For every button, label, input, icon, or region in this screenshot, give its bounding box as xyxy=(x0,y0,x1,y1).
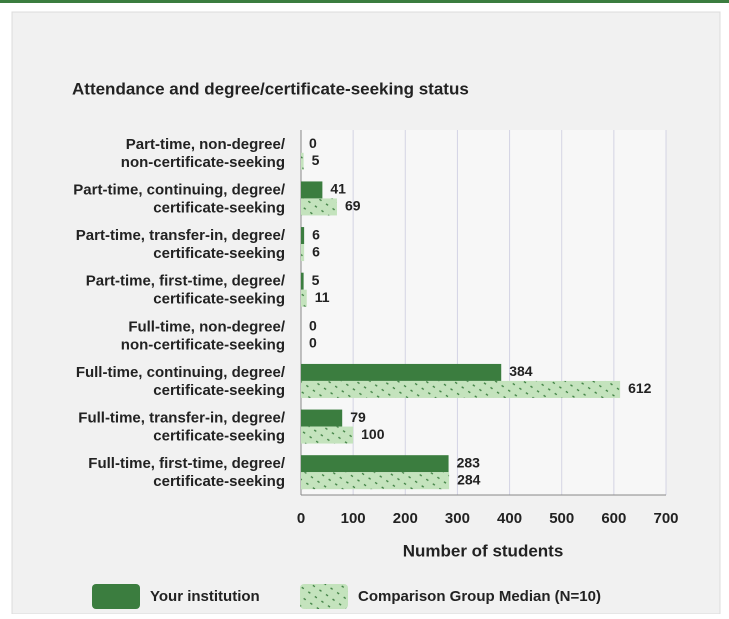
top-border xyxy=(0,0,729,3)
legend-label: Your institution xyxy=(150,588,260,605)
y-tick-label: Part-time, non-degree/ xyxy=(126,136,286,153)
bar xyxy=(301,227,305,245)
y-tick-label: non-certificate-seeking xyxy=(121,154,285,171)
value-label: 0 xyxy=(309,335,317,351)
x-tick-label: 100 xyxy=(341,510,366,527)
y-tick-label: Part-time, transfer-in, degree/ xyxy=(76,227,286,244)
y-tick-label: certificate-seeking xyxy=(153,428,285,445)
y-tick-label: certificate-seeking xyxy=(153,199,285,216)
x-axis-label: Number of students xyxy=(403,541,564,560)
value-label: 384 xyxy=(509,363,533,379)
bar xyxy=(301,472,450,490)
bar xyxy=(301,426,354,444)
value-label: 69 xyxy=(345,198,361,214)
bar xyxy=(301,380,621,398)
y-tick-label: non-certificate-seeking xyxy=(121,336,285,353)
bar xyxy=(301,409,343,427)
value-label: 11 xyxy=(315,289,330,305)
x-tick-label: 600 xyxy=(601,510,626,527)
legend-swatch xyxy=(92,584,140,609)
value-label: 6 xyxy=(312,226,320,242)
y-tick-label: certificate-seeking xyxy=(153,291,285,308)
value-label: 41 xyxy=(330,181,346,197)
x-tick-label: 400 xyxy=(497,510,522,527)
bar xyxy=(301,244,305,262)
legend-label: Comparison Group Median (N=10) xyxy=(358,588,601,605)
y-tick-label: Part-time, continuing, degree/ xyxy=(73,181,286,198)
y-tick-label: certificate-seeking xyxy=(153,473,285,490)
bar xyxy=(301,152,304,170)
value-label: 5 xyxy=(312,152,320,168)
x-tick-label: 200 xyxy=(393,510,418,527)
y-tick-label: Full-time, non-degree/ xyxy=(128,318,286,335)
value-label: 612 xyxy=(628,380,652,396)
value-label: 283 xyxy=(457,454,481,470)
y-tick-label: Full-time, first-time, degree/ xyxy=(88,455,286,472)
value-label: 79 xyxy=(350,409,366,425)
value-label: 0 xyxy=(309,318,317,334)
plot-area xyxy=(301,130,666,495)
legend-swatch xyxy=(300,584,348,609)
y-tick-label: Full-time, continuing, degree/ xyxy=(76,364,286,381)
bar xyxy=(301,198,337,216)
bar xyxy=(301,272,304,290)
value-label: 284 xyxy=(457,471,481,487)
value-label: 6 xyxy=(312,243,320,259)
bar xyxy=(301,181,323,199)
y-tick-label: Full-time, transfer-in, degree/ xyxy=(78,410,286,427)
y-tick-label: certificate-seeking xyxy=(153,382,285,399)
value-label: 100 xyxy=(361,426,385,442)
bar xyxy=(301,363,502,381)
value-label: 5 xyxy=(312,272,320,288)
x-tick-label: 700 xyxy=(653,510,678,527)
value-label: 0 xyxy=(309,135,317,151)
bar xyxy=(301,289,307,307)
bar xyxy=(301,455,449,473)
y-tick-label: certificate-seeking xyxy=(153,245,285,262)
x-tick-label: 500 xyxy=(549,510,574,527)
chart-title: Attendance and degree/certificate-seekin… xyxy=(72,79,469,98)
x-tick-label: 300 xyxy=(445,510,470,527)
y-tick-label: Part-time, first-time, degree/ xyxy=(86,273,286,290)
x-tick-label: 0 xyxy=(297,510,305,527)
